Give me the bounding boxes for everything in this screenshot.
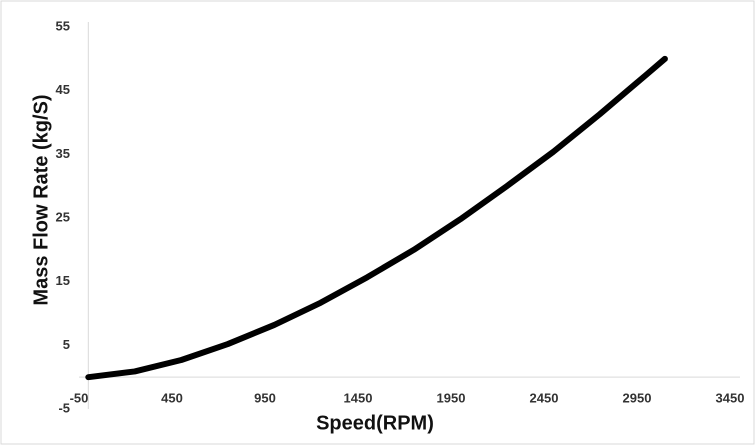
y-tick-label: 45: [56, 82, 70, 97]
x-tick-label: 1450: [344, 391, 373, 406]
y-axis-title: Mass Flow Rate (kg/S): [30, 94, 52, 305]
x-tick-label: 2450: [530, 391, 559, 406]
x-tick-label: 950: [254, 391, 276, 406]
x-tick-label: 450: [161, 391, 183, 406]
x-tick-label: 3450: [716, 391, 745, 406]
x-tick-label: 1950: [437, 391, 466, 406]
x-tick-label: 2950: [623, 391, 652, 406]
y-tick-label: 35: [56, 146, 70, 161]
data-line: [85, 55, 668, 381]
y-tick-label: -5: [58, 400, 70, 415]
y-tick-label: 55: [56, 18, 70, 33]
y-tick-label: 15: [56, 273, 70, 288]
x-tick-label: -50: [70, 391, 89, 406]
x-axis-title: Speed(RPM): [316, 412, 434, 434]
y-tick-label: 25: [56, 209, 70, 224]
y-tick-label: 5: [63, 337, 70, 352]
